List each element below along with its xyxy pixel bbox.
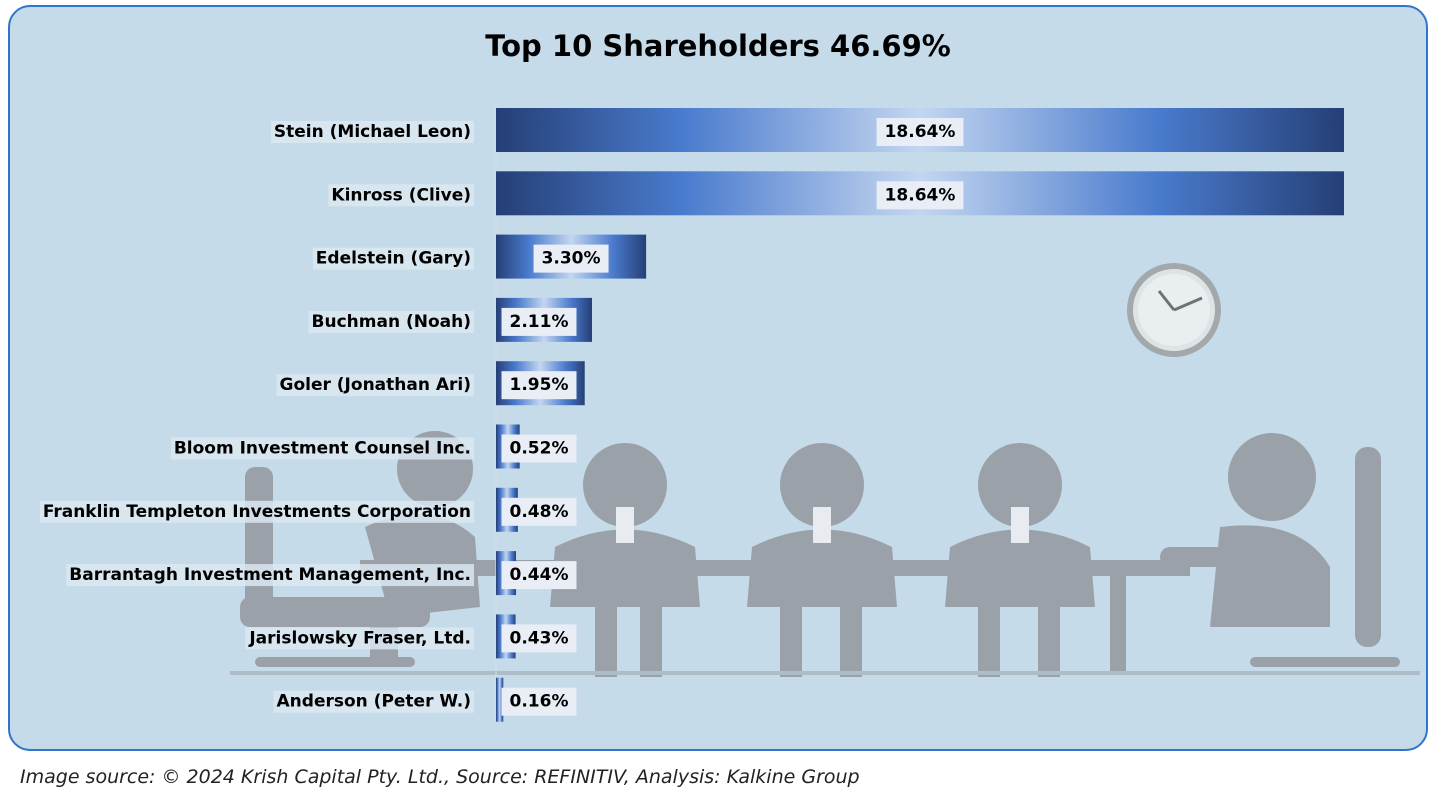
category-label-bg [273, 690, 474, 713]
category-label: Buchman (Noah) [312, 312, 471, 332]
data-label-bg [501, 307, 577, 336]
category-label-bg [66, 564, 474, 587]
data-label-bg [501, 687, 577, 716]
category-label-bg [308, 310, 474, 333]
data-label-bg [876, 181, 964, 210]
chart-panel: Top 10 Shareholders 46.69% Stein (Michae… [8, 5, 1428, 751]
category-label: Bloom Investment Counsel Inc. [174, 439, 471, 459]
category-label: Barrantagh Investment Management, Inc. [69, 565, 471, 585]
category-label-bg [245, 627, 474, 650]
data-label: 2.11% [510, 312, 569, 332]
data-label: 0.16% [510, 692, 569, 712]
clock-icon [1127, 263, 1221, 357]
category-label: Edelstein (Gary) [316, 249, 471, 269]
data-label: 18.64% [885, 185, 956, 205]
category-label-bg [312, 247, 474, 270]
chart-title: Top 10 Shareholders 46.69% [485, 29, 951, 63]
data-label-bg [501, 371, 577, 400]
data-label-bg [501, 624, 577, 653]
data-label: 1.95% [510, 375, 569, 395]
data-label-bg [533, 244, 609, 273]
category-label: Jarislowsky Fraser, Ltd. [248, 628, 471, 648]
data-label: 0.48% [510, 502, 569, 522]
data-label: 0.52% [510, 439, 569, 459]
data-label-bg [501, 497, 577, 526]
category-label: Stein (Michael Leon) [274, 122, 471, 142]
bar-chart: Stein (Michael Leon) 18.64% Kinross (Clive… [39, 104, 1344, 725]
category-label: Goler (Jonathan Ari) [280, 375, 472, 395]
source-footer: Image source: © 2024 Krish Capital Pty. … [20, 766, 860, 788]
category-label-bg [276, 374, 474, 397]
data-label: 3.30% [542, 249, 601, 269]
data-label: 18.64% [885, 122, 956, 142]
category-label-bg [39, 500, 474, 523]
data-label-bg [501, 434, 577, 463]
data-label-bg [876, 118, 964, 146]
category-label-bg [170, 437, 474, 460]
data-label: 0.43% [510, 628, 569, 648]
data-label-bg [501, 561, 577, 590]
category-label: Franklin Templeton Investments Corporati… [43, 502, 471, 522]
bar [496, 677, 504, 722]
data-label: 0.44% [510, 565, 569, 585]
category-label: Kinross (Clive) [331, 185, 471, 205]
meeting-illustration [230, 263, 1420, 677]
category-label-bg [328, 184, 474, 207]
category-label: Anderson (Peter W.) [277, 692, 471, 712]
category-label-bg [270, 121, 474, 143]
